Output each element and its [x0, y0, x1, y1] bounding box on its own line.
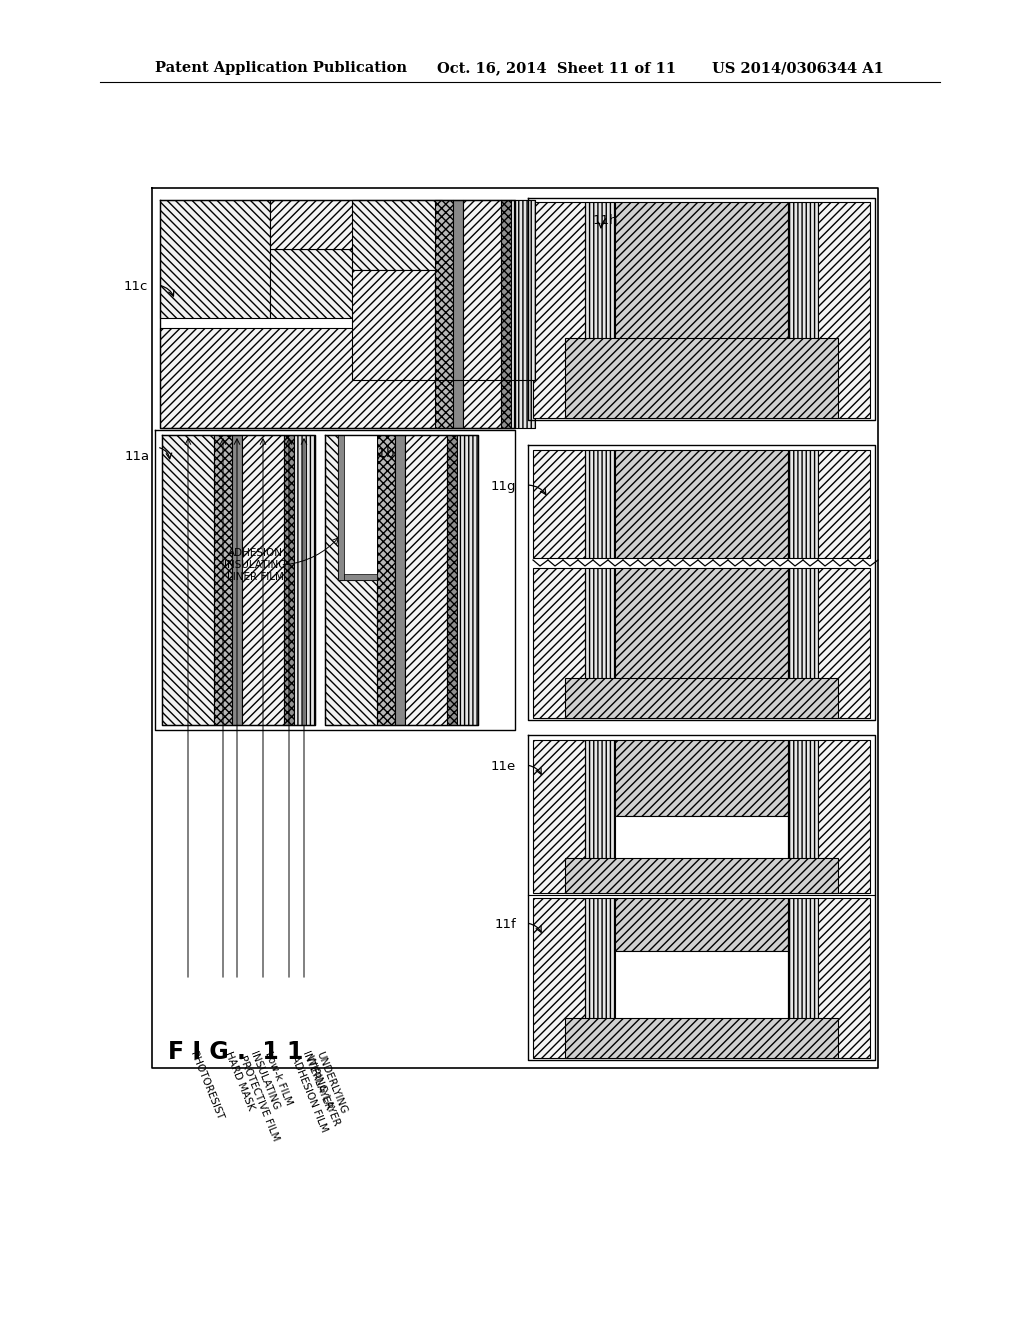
Bar	[160, 201, 270, 318]
Bar	[788, 450, 818, 558]
Bar	[214, 436, 232, 725]
Bar	[788, 741, 818, 894]
Text: US 2014/0306344 A1: US 2014/0306344 A1	[712, 61, 884, 75]
Bar	[511, 201, 535, 380]
Bar	[501, 201, 511, 380]
Bar	[160, 327, 515, 428]
Bar	[615, 898, 788, 950]
Bar	[232, 436, 242, 725]
Bar	[463, 201, 501, 428]
Bar	[788, 568, 818, 718]
Bar	[534, 898, 585, 1059]
Text: F I G .  1 1: F I G . 1 1	[168, 1040, 303, 1064]
Bar	[534, 202, 585, 418]
Bar	[565, 1018, 838, 1059]
Text: 11d: 11d	[422, 210, 447, 223]
Bar	[615, 568, 788, 718]
Bar	[511, 201, 535, 428]
Bar	[453, 201, 463, 428]
Text: HARD MASK: HARD MASK	[223, 1049, 256, 1111]
Bar	[534, 568, 585, 718]
Bar	[447, 436, 457, 725]
Text: 11g: 11g	[490, 480, 516, 492]
Bar	[395, 436, 406, 725]
Bar	[325, 436, 377, 725]
Text: Oct. 16, 2014  Sheet 11 of 11: Oct. 16, 2014 Sheet 11 of 11	[437, 61, 676, 75]
Bar	[435, 201, 453, 428]
Text: UNDERLYING
WIRING LAYER: UNDERLYING WIRING LAYER	[304, 1049, 352, 1127]
Text: 11e: 11e	[490, 760, 516, 774]
Bar	[585, 450, 615, 558]
Bar	[338, 436, 344, 579]
Bar	[585, 741, 615, 894]
Bar	[585, 898, 615, 1059]
Bar	[615, 816, 788, 894]
Bar	[615, 450, 788, 558]
Text: 11a: 11a	[125, 450, 150, 463]
Bar	[534, 450, 585, 558]
Bar	[534, 741, 585, 894]
Bar	[377, 436, 395, 725]
Bar	[352, 201, 442, 271]
Bar	[585, 568, 615, 718]
Bar	[818, 450, 870, 558]
Bar	[818, 202, 870, 418]
Text: 11b: 11b	[370, 447, 395, 459]
Bar	[344, 574, 377, 579]
Bar	[788, 898, 818, 1059]
Bar	[501, 201, 511, 428]
Bar	[284, 436, 294, 725]
Bar	[294, 436, 315, 725]
Bar	[585, 202, 615, 418]
Text: Low-k FILM: Low-k FILM	[263, 1049, 294, 1106]
Bar	[615, 741, 788, 816]
Bar	[242, 436, 284, 725]
Bar	[457, 436, 478, 725]
Bar	[162, 436, 214, 725]
Bar	[615, 950, 788, 1059]
Text: 11f: 11f	[495, 917, 516, 931]
Text: Patent Application Publication: Patent Application Publication	[155, 61, 407, 75]
Bar	[435, 201, 453, 380]
Bar	[406, 436, 447, 725]
Text: ADHESION
INSULATING
LINER FILM: ADHESION INSULATING LINER FILM	[224, 548, 286, 582]
Bar	[615, 202, 788, 418]
Bar	[565, 338, 838, 418]
Bar	[270, 249, 360, 318]
Bar	[565, 678, 838, 718]
Text: INSULATING
PROTECTIVE FILM: INSULATING PROTECTIVE FILM	[237, 1049, 291, 1143]
Bar	[818, 898, 870, 1059]
Text: INTERLAYER
ADHESION FILM: INTERLAYER ADHESION FILM	[289, 1049, 340, 1134]
Bar	[463, 201, 501, 380]
Bar	[818, 741, 870, 894]
Bar	[818, 568, 870, 718]
Bar	[352, 271, 435, 380]
Bar	[565, 858, 838, 894]
Text: PHOTORESIST: PHOTORESIST	[188, 1049, 224, 1121]
Bar	[338, 436, 377, 579]
Bar	[270, 201, 435, 249]
Bar	[453, 201, 463, 380]
Text: 11h: 11h	[593, 214, 618, 227]
Bar	[788, 202, 818, 418]
Text: 11c: 11c	[124, 280, 148, 293]
